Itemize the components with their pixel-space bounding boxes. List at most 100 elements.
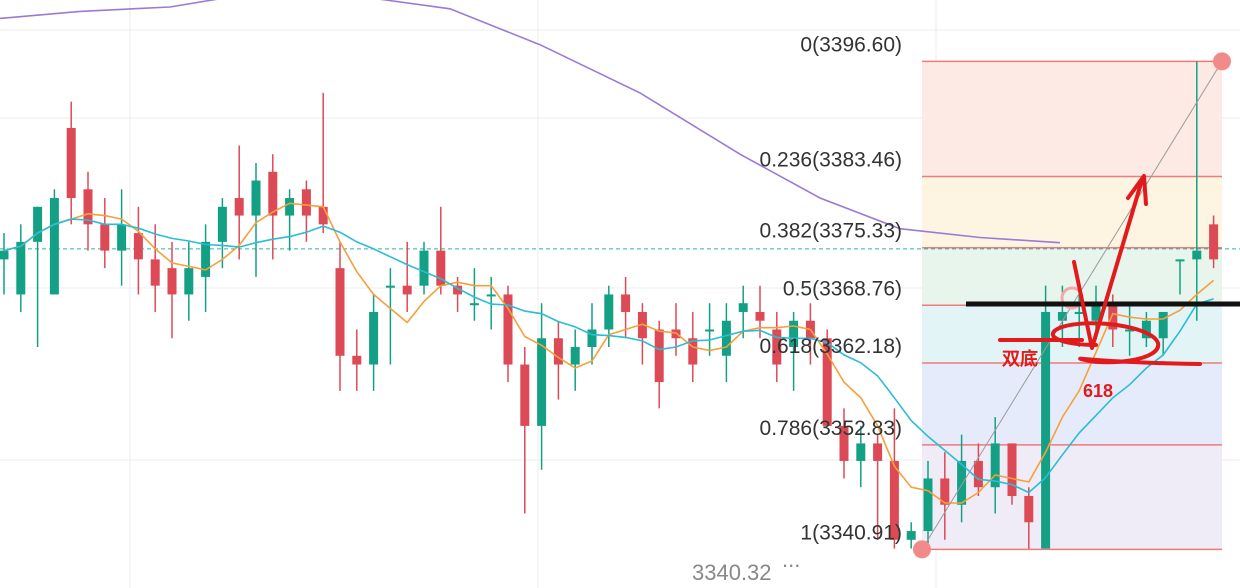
candle-down (553, 338, 563, 365)
annotation-arrow (1072, 178, 1144, 350)
ma-fast-line (3, 202, 1215, 504)
candle-up (201, 241, 211, 277)
candle-up (419, 250, 429, 286)
candle-down (335, 268, 345, 356)
fib-level-label: 0.236(3383.46) (760, 148, 902, 171)
candle-down (772, 329, 782, 365)
candle-up (0, 250, 9, 260)
candle-down (1007, 443, 1017, 496)
candle-down (637, 311, 647, 339)
candle-up (604, 294, 614, 330)
candle-up (537, 338, 547, 426)
double-bottom-text: 双底 (1002, 348, 1038, 369)
candle-up (1041, 311, 1051, 549)
candle-down (1209, 224, 1219, 260)
candle-down (1108, 303, 1118, 330)
candle-up (957, 460, 967, 505)
candle-down (822, 338, 832, 426)
candle-up (738, 303, 748, 312)
candle-up (385, 285, 395, 288)
candle-up (721, 320, 731, 356)
fib-zones (922, 61, 1222, 550)
candle-down (503, 294, 513, 365)
candle-down (940, 478, 950, 505)
candle-down (889, 460, 899, 540)
candle-down (839, 425, 849, 461)
candle-down (973, 460, 983, 488)
candle-up (856, 443, 866, 461)
candle-down (66, 127, 76, 199)
candle-down (133, 233, 143, 260)
candle-down (352, 355, 362, 365)
candle-up (184, 268, 194, 295)
annotations: 双底 618 (966, 174, 1240, 401)
ma-slow-line (3, 218, 1214, 494)
candle-down (83, 189, 93, 225)
fib-start-handle (913, 540, 931, 559)
candle-up (906, 531, 916, 540)
candle-up (587, 329, 597, 348)
fib-zone (922, 362, 1222, 445)
candle-down (167, 268, 177, 295)
candle-up (990, 443, 1000, 488)
fib-zone (922, 247, 1222, 306)
candle-down (402, 285, 412, 295)
low-ellipsis: ... (782, 547, 800, 572)
candle-up (469, 303, 479, 306)
fib-level-label: 0.382(3375.33) (760, 220, 902, 243)
candle-up (1125, 329, 1135, 332)
moving-averages (0, 0, 1215, 504)
candle-up (486, 294, 496, 297)
candle-up (789, 320, 799, 348)
fib-zone (922, 61, 1222, 177)
candle-down (234, 198, 244, 216)
candle-up (369, 311, 379, 365)
candle-down (150, 259, 160, 286)
fib-labels: 0(3396.60) 0.236(3383.46) 0.382(3375.33) 0.… (760, 33, 902, 544)
fib-level-label: 0.618(3362.18) (760, 335, 902, 358)
candle-down (520, 364, 530, 426)
annotation-ellipse (1050, 321, 1202, 366)
candle-up (1175, 259, 1185, 262)
fib-zone (922, 444, 1222, 550)
candle-up (705, 329, 715, 332)
candle-down (755, 311, 765, 321)
candle-down (268, 171, 278, 216)
candle-up (285, 198, 295, 216)
candle-down (873, 443, 883, 461)
candle-down (688, 338, 698, 365)
candle-up (1057, 311, 1067, 321)
candle-up (570, 347, 580, 365)
candle-up (1158, 311, 1168, 339)
candle-down (100, 224, 110, 251)
candle-down (621, 294, 631, 312)
fib-level-label: 0(3396.60) (800, 33, 902, 56)
candle-down (436, 250, 446, 286)
fib-end-handle (1213, 52, 1231, 71)
fib-level-label: 0.5(3368.76) (783, 277, 902, 300)
candle-up (117, 224, 127, 251)
candle-up (1141, 320, 1151, 339)
fib-level-label: 0.786(3352.83) (760, 417, 902, 440)
candle-up (1192, 250, 1202, 260)
low-price-label: 3340.32 (692, 560, 772, 585)
annotation-arrowhead (1126, 174, 1148, 206)
candle-up (1074, 311, 1084, 314)
candle-up (33, 206, 43, 242)
candle-up (217, 206, 227, 242)
candle-up (923, 478, 933, 532)
candle-down (318, 206, 328, 225)
fib-618-text: 618 (1083, 381, 1113, 401)
candle-up (16, 241, 26, 295)
candle-up (251, 180, 261, 216)
candles (0, 61, 1219, 549)
candle-down (301, 189, 311, 216)
fib-zone (922, 176, 1222, 248)
candle-down (453, 285, 463, 295)
fib-level-label: 1(3340.91) (800, 521, 902, 544)
ma-long-line (0, 0, 1061, 244)
candle-down (654, 329, 664, 383)
candle-up (49, 198, 59, 295)
candle-down (1024, 495, 1034, 523)
